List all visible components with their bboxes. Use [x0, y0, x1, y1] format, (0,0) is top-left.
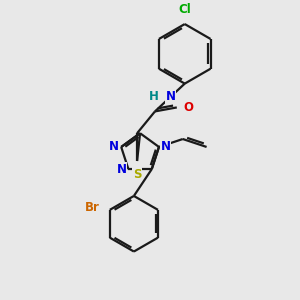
Text: N: N: [161, 140, 171, 154]
Text: Cl: Cl: [178, 3, 191, 16]
Text: Br: Br: [85, 201, 100, 214]
Text: H: H: [149, 90, 159, 103]
Text: N: N: [166, 90, 176, 103]
Text: O: O: [184, 101, 194, 114]
Text: N: N: [109, 140, 119, 154]
Text: N: N: [116, 163, 127, 176]
Text: S: S: [133, 168, 141, 181]
